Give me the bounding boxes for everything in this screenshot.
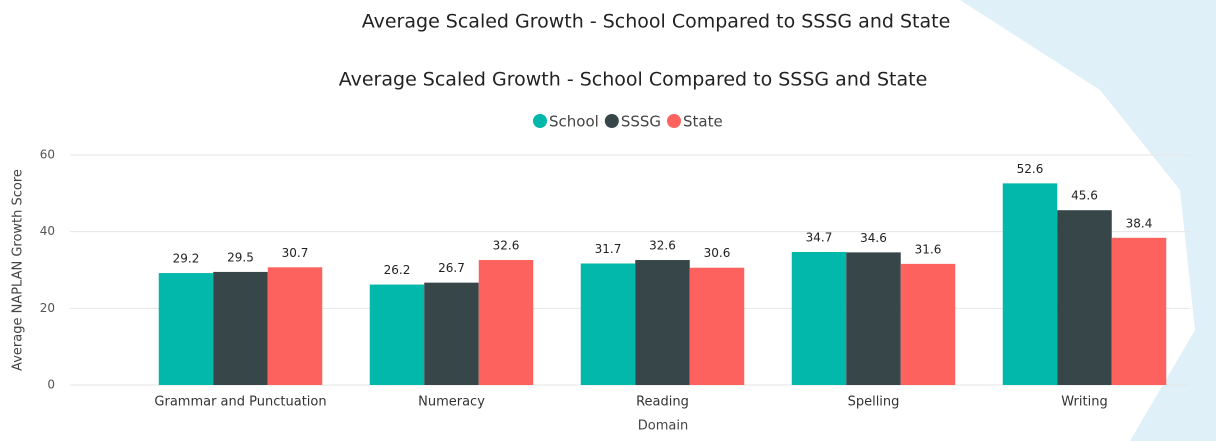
- bar: [267, 267, 323, 385]
- bar: [900, 263, 956, 385]
- bar: [424, 282, 479, 385]
- chart-title: Average Scaled Growth - School Compared …: [339, 69, 928, 91]
- x-tick-label: Reading: [636, 395, 689, 410]
- bar: [635, 260, 690, 385]
- y-tick-label: 60: [40, 148, 55, 162]
- data-label: 34.6: [860, 231, 887, 245]
- x-tick-label: Spelling: [848, 395, 900, 410]
- data-label: 30.6: [704, 246, 731, 260]
- data-label: 30.7: [282, 246, 309, 260]
- bar: [1057, 210, 1112, 385]
- bar: [846, 252, 901, 385]
- x-tick-label: Writing: [1061, 395, 1107, 410]
- data-label: 29.2: [173, 252, 200, 266]
- background-shape: [960, 0, 1216, 441]
- data-label: 38.4: [1126, 216, 1153, 230]
- y-tick-label: 0: [47, 378, 55, 392]
- background-title: Average Scaled Growth - School Compared …: [362, 11, 951, 33]
- legend-label: School: [549, 113, 599, 131]
- data-label: 32.6: [649, 239, 676, 253]
- data-label: 32.6: [493, 239, 520, 253]
- bar: [689, 267, 745, 385]
- x-tick-label: Grammar and Punctuation: [154, 395, 326, 410]
- bar: [791, 251, 847, 385]
- legend-marker: [667, 114, 682, 128]
- data-label: 31.7: [595, 242, 622, 256]
- data-label: 31.6: [915, 242, 942, 256]
- legend-marker: [604, 114, 619, 128]
- bar: [478, 260, 534, 385]
- x-axis-label: Domain: [638, 419, 688, 434]
- data-label: 45.6: [1071, 189, 1098, 203]
- x-tick-label: Numeracy: [418, 395, 485, 410]
- bar: [1002, 183, 1058, 385]
- legend-marker: [533, 114, 547, 128]
- legend-label: State: [683, 113, 723, 131]
- bar: [1111, 237, 1167, 385]
- y-tick-label: 20: [40, 301, 55, 315]
- bar: [580, 263, 636, 385]
- bar: [213, 271, 268, 385]
- data-label: 29.5: [227, 250, 254, 264]
- bar: [369, 284, 425, 385]
- legend-label: SSSG: [621, 113, 661, 131]
- data-label: 34.7: [806, 230, 833, 244]
- data-label: 52.6: [1017, 162, 1044, 176]
- y-tick-label: 40: [40, 224, 55, 238]
- data-label: 26.7: [438, 261, 465, 275]
- y-axis-label: Average NAPLAN Growth Score: [11, 169, 26, 371]
- data-label: 26.2: [384, 263, 411, 277]
- bar: [158, 273, 214, 385]
